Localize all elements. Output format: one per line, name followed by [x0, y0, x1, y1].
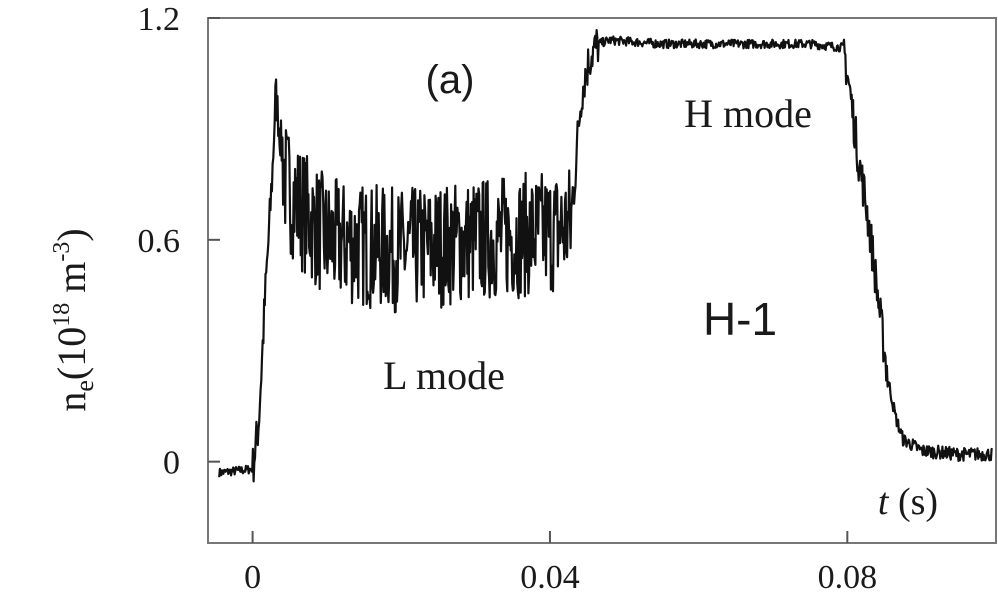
- plot-frame: [207, 17, 997, 544]
- y-tick-label: 1.2: [138, 1, 181, 38]
- l-mode-annotation: L mode: [383, 353, 505, 398]
- x-tick-label: 0.04: [520, 559, 580, 596]
- device-label: H-1: [703, 293, 777, 345]
- y-tick-label: 0.6: [138, 223, 181, 260]
- y-axis-label: ne(1018 m-3): [49, 228, 99, 411]
- x-axis-label: t (s): [878, 481, 938, 523]
- x-tick-label: 0: [244, 559, 261, 596]
- y-tick-label: 0: [163, 445, 180, 482]
- x-tick-label: 0.08: [818, 559, 878, 596]
- h-mode-annotation: H mode: [684, 91, 812, 136]
- panel-label: (a): [426, 58, 475, 102]
- series-line: [218, 29, 994, 483]
